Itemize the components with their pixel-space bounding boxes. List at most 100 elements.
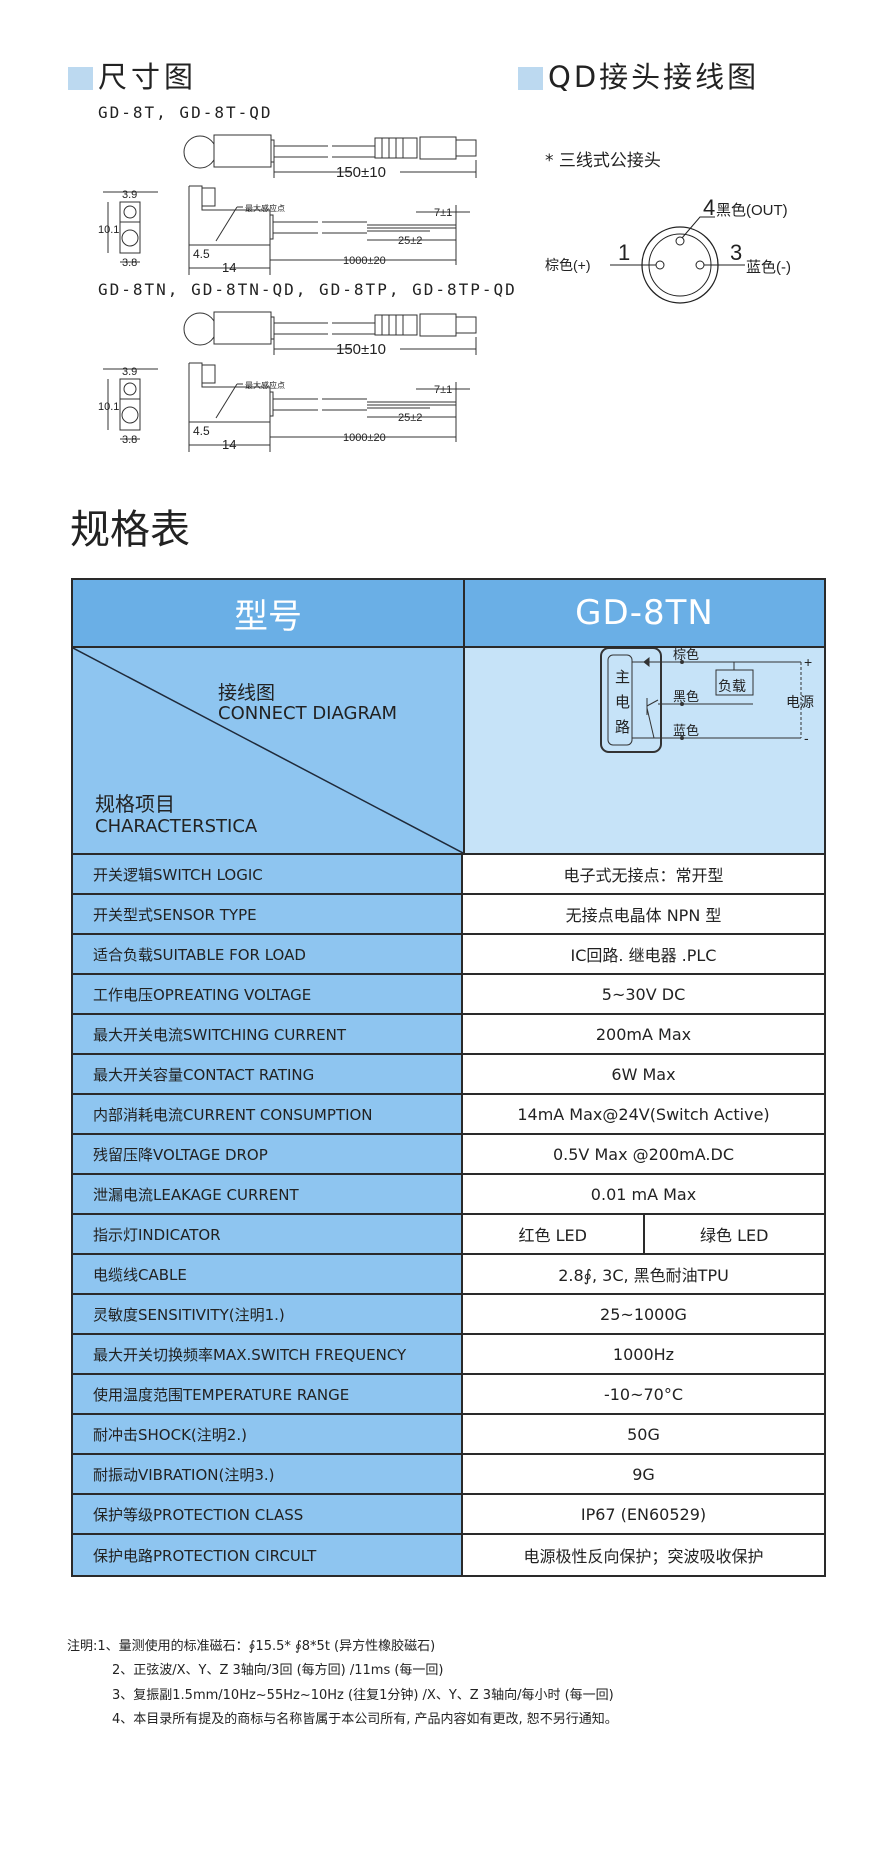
svg-text:3: 3 <box>730 240 742 265</box>
spec-label: 最大开关电流SWITCHING CURRENT <box>73 1015 463 1053</box>
note-3: 3、复振副1.5mm/10Hz~55Hz~10Hz (往复1分钟) /X、Y、Z… <box>112 1688 614 1703</box>
svg-text:+: + <box>804 654 812 670</box>
spec-value: -10~70°C <box>463 1375 824 1413</box>
spec-value: 50G <box>463 1415 824 1453</box>
spec-label: 耐冲击SHOCK(注明2.) <box>73 1415 463 1453</box>
svg-text:150±10: 150±10 <box>336 341 386 358</box>
table-row: 最大开关容量CONTACT RATING 6W Max <box>73 1055 824 1095</box>
dimension-title: 尺寸图 <box>98 60 198 94</box>
spec-value: IC回路. 继电器 .PLC <box>463 935 824 973</box>
svg-text:电: 电 <box>615 694 630 711</box>
spec-table: 型号 GD-8TN 接线图 CONNECT DIAGRAM 规格项目 CHARA… <box>71 578 826 1577</box>
sensor-side-drawing-1 <box>102 185 471 276</box>
note-2: 2、正弦波/X、Y、Z 3轴向/3回 (每方回) /11ms (每一回) <box>112 1663 444 1678</box>
spec-label: 保护等级PROTECTION CLASS <box>73 1495 463 1533</box>
svg-text:最大感应点: 最大感应点 <box>245 203 285 213</box>
spec-value: 电源极性反向保护；突波吸收保护 <box>463 1535 824 1575</box>
table-row: 保护电路PROTECTION CIRCULT 电源极性反向保护；突波吸收保护 <box>73 1535 824 1575</box>
spec-label: 工作电压OPREATING VOLTAGE <box>73 975 463 1013</box>
spec-label: 使用温度范围TEMPERATURE RANGE <box>73 1375 463 1413</box>
table-header: 型号 GD-8TN <box>73 580 824 648</box>
qd-sensor-drawing-2 <box>183 311 477 356</box>
table-row: 最大开关电流SWITCHING CURRENT 200mA Max <box>73 1015 824 1055</box>
spec-value-part: 红色 LED <box>463 1215 645 1253</box>
svg-text:25±2: 25±2 <box>398 412 422 424</box>
dimension-drawings: 150±10 150±10 3.9 10.1 3.8 最大感应点 4.5 14 … <box>98 134 477 453</box>
table-row: 内部消耗电流CURRENT CONSUMPTION 14mA Max@24V(Sw… <box>73 1095 824 1135</box>
spec-label: 开关逻辑SWITCH LOGIC <box>73 855 463 893</box>
pin-4 <box>675 236 685 246</box>
spec-label: 最大开关容量CONTACT RATING <box>73 1055 463 1093</box>
table-row: 开关逻辑SWITCH LOGIC 电子式无接点：常开型 <box>73 855 824 895</box>
svg-text:4.5: 4.5 <box>193 247 210 261</box>
spec-label: 电缆线CABLE <box>73 1255 463 1293</box>
section-marker <box>518 67 543 90</box>
spec-value: 2.8∮, 3C, 黑色耐油TPU <box>463 1255 824 1293</box>
characteristics-en: CHARACTERSTICA <box>95 816 258 837</box>
spec-label: 最大开关切换频率MAX.SWITCH FREQUENCY <box>73 1335 463 1373</box>
model-header: 型号 <box>73 580 465 646</box>
models-label-2: GD-8TN, GD-8TN-QD, GD-8TP, GD-8TP-QD <box>98 280 517 299</box>
svg-text:电源: 电源 <box>786 694 814 710</box>
connect-diagram-cn: 接线图 <box>218 682 276 704</box>
table-row: 泄漏电流LEAKAGE CURRENT 0.01 mA Max <box>73 1175 824 1215</box>
table-row: 耐振动VIBRATION(注明3.) 9G <box>73 1455 824 1495</box>
spec-heading: 规格表 <box>70 507 190 553</box>
qd-title: QD接头接线图 <box>548 60 760 94</box>
spec-label: 耐振动VIBRATION(注明3.) <box>73 1455 463 1493</box>
spec-value: 5~30V DC <box>463 975 824 1013</box>
svg-text:7±1: 7±1 <box>434 207 452 219</box>
svg-text:4.5: 4.5 <box>193 424 210 438</box>
spec-label: 指示灯INDICATOR <box>73 1215 463 1253</box>
svg-text:7±1: 7±1 <box>434 384 452 396</box>
model-value: GD-8TN <box>575 593 714 633</box>
table-row: 耐冲击SHOCK(注明2.) 50G <box>73 1415 824 1455</box>
sensor-side-drawing-2 <box>102 362 471 453</box>
spec-label: 保护电路PROTECTION CIRCULT <box>73 1535 463 1575</box>
spec-value: 0.5V Max @200mA.DC <box>463 1135 824 1173</box>
spec-value: 6W Max <box>463 1055 824 1093</box>
spec-value: 红色 LED 绿色 LED <box>463 1215 824 1253</box>
svg-text:负载: 负载 <box>718 678 746 694</box>
spec-value: 9G <box>463 1455 824 1493</box>
spec-label: 泄漏电流LEAKAGE CURRENT <box>73 1175 463 1213</box>
svg-text:4: 4 <box>703 195 715 220</box>
characteristics-cn: 规格项目 <box>95 792 175 816</box>
qd-pin-diagram: 4 黑色(OUT) 1 棕色(+) 3 蓝色(-) <box>545 195 791 304</box>
note-4: 4、本目录所有提及的商标与名称皆属于本公司所有, 产品内容如有更改, 恕不另行通… <box>112 1712 618 1727</box>
svg-text:棕色(+): 棕色(+) <box>545 257 591 273</box>
table-row: 残留压降VOLTAGE DROP 0.5V Max @200mA.DC <box>73 1135 824 1175</box>
diagram-row-label: 接线图 CONNECT DIAGRAM 规格项目 CHARACTERSTICA <box>73 648 465 853</box>
svg-text:14: 14 <box>222 437 236 452</box>
svg-text:1: 1 <box>618 240 630 265</box>
svg-text:主: 主 <box>615 669 630 686</box>
npn-circuit-diagram: 主 电 路 棕色 黑色 蓝色 负载 电源 + - <box>600 648 814 753</box>
svg-text:棕色: 棕色 <box>673 648 699 662</box>
table-row: 保护等级PROTECTION CLASS IP67 (EN60529) <box>73 1495 824 1535</box>
spec-value: 0.01 mA Max <box>463 1175 824 1213</box>
models-label-1: GD-8T, GD-8T-QD <box>98 103 273 122</box>
qd-sensor-drawing-1 <box>183 134 477 179</box>
spec-value: 200mA Max <box>463 1015 824 1053</box>
table-row: 指示灯INDICATOR 红色 LED 绿色 LED <box>73 1215 824 1255</box>
diagram-row: 接线图 CONNECT DIAGRAM 规格项目 CHARACTERSTICA <box>73 648 824 855</box>
svg-text:3.8: 3.8 <box>122 257 137 269</box>
svg-text:1000±20: 1000±20 <box>343 255 386 267</box>
table-row: 适合负载SUITABLE FOR LOAD IC回路. 继电器 .PLC <box>73 935 824 975</box>
spec-value: 1000Hz <box>463 1335 824 1373</box>
note-1: 注明:1、量测使用的标准磁石：∮15.5* ∮8*5t (异方性橡胶磁石) <box>67 1639 436 1654</box>
svg-text:-: - <box>804 730 809 746</box>
spec-label: 适合负载SUITABLE FOR LOAD <box>73 935 463 973</box>
pin-3 <box>695 260 705 270</box>
spec-value: 无接点电晶体 NPN 型 <box>463 895 824 933</box>
svg-text:黑色: 黑色 <box>673 689 699 704</box>
svg-text:最大感应点: 最大感应点 <box>245 380 285 390</box>
svg-text:10.1: 10.1 <box>98 224 119 236</box>
table-row: 电缆线CABLE 2.8∮, 3C, 黑色耐油TPU <box>73 1255 824 1295</box>
svg-text:25±2: 25±2 <box>398 235 422 247</box>
svg-text:3.9: 3.9 <box>122 366 137 378</box>
spec-value: 电子式无接点：常开型 <box>463 855 824 893</box>
svg-text:1000±20: 1000±20 <box>343 432 386 444</box>
svg-text:蓝色(-): 蓝色(-) <box>746 259 791 276</box>
spec-label: 内部消耗电流CURRENT CONSUMPTION <box>73 1095 463 1133</box>
